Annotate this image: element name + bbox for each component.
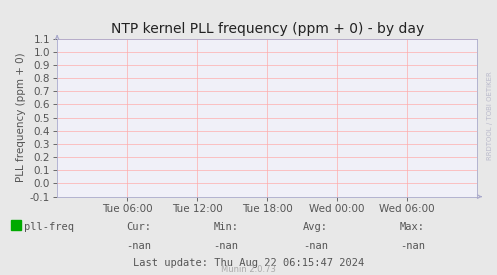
- Text: Avg:: Avg:: [303, 222, 328, 232]
- Text: Last update: Thu Aug 22 06:15:47 2024: Last update: Thu Aug 22 06:15:47 2024: [133, 258, 364, 268]
- Text: Cur:: Cur:: [127, 222, 152, 232]
- Text: -nan: -nan: [214, 241, 239, 251]
- Text: Min:: Min:: [214, 222, 239, 232]
- Text: -nan: -nan: [400, 241, 425, 251]
- Text: Max:: Max:: [400, 222, 425, 232]
- Text: RRDTOOL / TOBI OETIKER: RRDTOOL / TOBI OETIKER: [487, 71, 493, 160]
- Text: pll-freq: pll-freq: [24, 222, 74, 232]
- Text: -nan: -nan: [303, 241, 328, 251]
- Title: NTP kernel PLL frequency (ppm + 0) - by day: NTP kernel PLL frequency (ppm + 0) - by …: [110, 22, 424, 36]
- Text: Munin 2.0.73: Munin 2.0.73: [221, 265, 276, 274]
- Text: -nan: -nan: [127, 241, 152, 251]
- Y-axis label: PLL frequency (ppm + 0): PLL frequency (ppm + 0): [16, 53, 26, 182]
